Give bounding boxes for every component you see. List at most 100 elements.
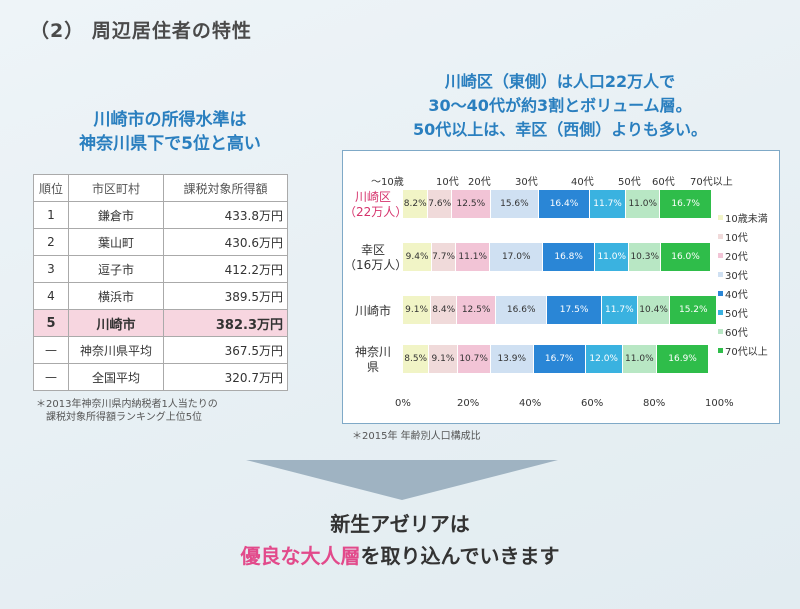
- x-tick-label: 0%: [395, 398, 411, 409]
- legend-label: 50代: [725, 309, 748, 320]
- bar-segment: 16.0%: [661, 243, 711, 271]
- income-ranking-table: 順位 市区町村 課税対象所得額 1 鎌倉市 433.8万円 2 葉山町 430.…: [33, 174, 288, 391]
- bar-segment: 9.4%: [403, 243, 433, 271]
- category-label-line2: 県: [366, 360, 379, 374]
- category-label: 幸区 （16万人）: [344, 243, 408, 273]
- table-row: — 神奈川県平均 367.5万円: [33, 336, 288, 364]
- legend-swatch: [718, 310, 723, 315]
- legend-label: 10代: [725, 233, 748, 244]
- city-cell: 逗子市: [68, 255, 164, 283]
- income-cell: 430.6万円: [163, 228, 288, 256]
- bar-segment: 7.6%: [428, 190, 452, 218]
- legend-label: 10歳未満: [725, 214, 768, 225]
- age-group-label: 70代以上: [690, 177, 733, 188]
- legend-swatch: [718, 215, 723, 220]
- conclusion-highlight: 優良な大人層: [240, 544, 361, 568]
- city-cell: 横浜市: [68, 282, 164, 310]
- category-label-line1: 神奈川: [354, 345, 391, 359]
- legend-item: 70代以上: [718, 343, 768, 358]
- bar-segment: 11.1%: [456, 243, 491, 271]
- legend-item: 10代: [718, 229, 748, 244]
- legend-label: 70代以上: [725, 347, 768, 358]
- table-row: 4 横浜市 389.5万円: [33, 282, 288, 310]
- income-footnote-line2: 課税対象所得額ランキング上位5位: [46, 412, 203, 423]
- city-cell: 鎌倉市: [68, 201, 164, 229]
- legend-item: 50代: [718, 305, 748, 320]
- bar-segment: 9.1%: [429, 345, 458, 373]
- bar-segment: 16.7%: [533, 345, 586, 373]
- legend-label: 30代: [725, 271, 748, 282]
- bar-segment: 15.2%: [670, 296, 718, 324]
- rank-cell: 4: [33, 282, 69, 310]
- rank-cell: —: [33, 336, 69, 364]
- age-group-label: 30代: [515, 177, 538, 188]
- legend-swatch: [718, 291, 723, 296]
- category-label-line1: 川崎市: [354, 304, 391, 318]
- income-heading: 川崎市の所得水準は 神奈川県下で5位と高い: [40, 108, 300, 156]
- legend-swatch: [718, 253, 723, 258]
- legend-item: 40代: [718, 286, 748, 301]
- city-cell: 神奈川県平均: [68, 336, 164, 364]
- legend-item: 30代: [718, 267, 748, 282]
- column-header-city: 市区町村: [68, 174, 164, 202]
- bar-segment: 13.9%: [490, 345, 534, 373]
- rank-cell: 5: [33, 309, 69, 337]
- income-cell: 320.7万円: [163, 363, 288, 391]
- category-label-line1: 幸区: [360, 243, 385, 257]
- bar-segment: 15.6%: [490, 190, 540, 218]
- category-label: 川崎市: [344, 304, 402, 319]
- legend-swatch: [718, 329, 723, 334]
- chart-footnote: ＊2015年 年齢別人口構成比: [352, 431, 481, 442]
- down-arrow-icon: [246, 460, 558, 500]
- income-cell: 389.5万円: [163, 282, 288, 310]
- category-label: 神奈川県: [344, 345, 402, 375]
- age-group-label: ～10歳: [371, 177, 404, 188]
- category-label: 川崎区 （22万人）: [344, 190, 408, 220]
- rank-cell: 1: [33, 201, 69, 229]
- legend-label: 60代: [725, 328, 748, 339]
- bar-segment: 12.0%: [585, 345, 623, 373]
- age-group-label: 20代: [468, 177, 491, 188]
- bar-segment: 10.4%: [637, 296, 671, 324]
- table-row: 3 逗子市 412.2万円: [33, 255, 288, 283]
- legend-swatch: [718, 272, 723, 277]
- bar-segment: 8.4%: [431, 296, 458, 324]
- table-row-highlighted: 5 川崎市 382.3万円: [33, 309, 288, 337]
- bar-segment: 10.3%: [629, 243, 662, 271]
- category-label-line1: 川崎区: [354, 190, 391, 204]
- table-row: 2 葉山町 430.6万円: [33, 228, 288, 256]
- bar-segment: 16.7%: [660, 190, 713, 218]
- bar-segment: 17.5%: [547, 296, 602, 324]
- income-cell: 412.2万円: [163, 255, 288, 283]
- age-group-label: 40代: [571, 177, 594, 188]
- rank-cell: —: [33, 363, 69, 391]
- legend-swatch: [718, 234, 723, 239]
- bar-segment: 16.4%: [539, 190, 590, 218]
- income-footnote: ＊2013年神奈川県内納税者1人当たりの 課税対象所得額ランキング上位5位: [36, 398, 218, 424]
- category-label-line2: （22万人）: [344, 205, 408, 219]
- income-heading-line1: 川崎市の所得水準は: [93, 110, 247, 130]
- conclusion-line2: 優良な大人層を取り込んでいきます: [0, 540, 800, 569]
- city-cell: 全国平均: [68, 363, 164, 391]
- conclusion-rest: を取り込んでいきます: [360, 544, 560, 568]
- rank-cell: 2: [33, 228, 69, 256]
- bar-segment: 11.0%: [622, 345, 657, 373]
- x-tick-label: 60%: [581, 398, 604, 409]
- rank-cell: 3: [33, 255, 69, 283]
- legend-label: 40代: [725, 290, 748, 301]
- age-group-label: 60代: [652, 177, 675, 188]
- bar-segment: 11.7%: [601, 296, 638, 324]
- bar-segment: 9.1%: [403, 296, 432, 324]
- category-label-line2: （16万人）: [344, 258, 408, 272]
- bar-segment: 16.8%: [543, 243, 596, 271]
- column-header-rank: 順位: [33, 174, 69, 202]
- legend-item: 10歳未満: [718, 210, 768, 225]
- income-cell: 433.8万円: [163, 201, 288, 229]
- population-heading-line3: 50代以上は、幸区（西側）よりも多い。: [413, 120, 707, 139]
- income-cell: 382.3万円: [163, 309, 288, 337]
- table-row: 1 鎌倉市 433.8万円: [33, 201, 288, 229]
- bar-segment: 12.5%: [457, 296, 496, 324]
- bar-segment: 17.0%: [490, 243, 544, 271]
- legend-swatch: [718, 348, 723, 353]
- slide-title: （2） 周辺居住者の特性: [30, 20, 252, 42]
